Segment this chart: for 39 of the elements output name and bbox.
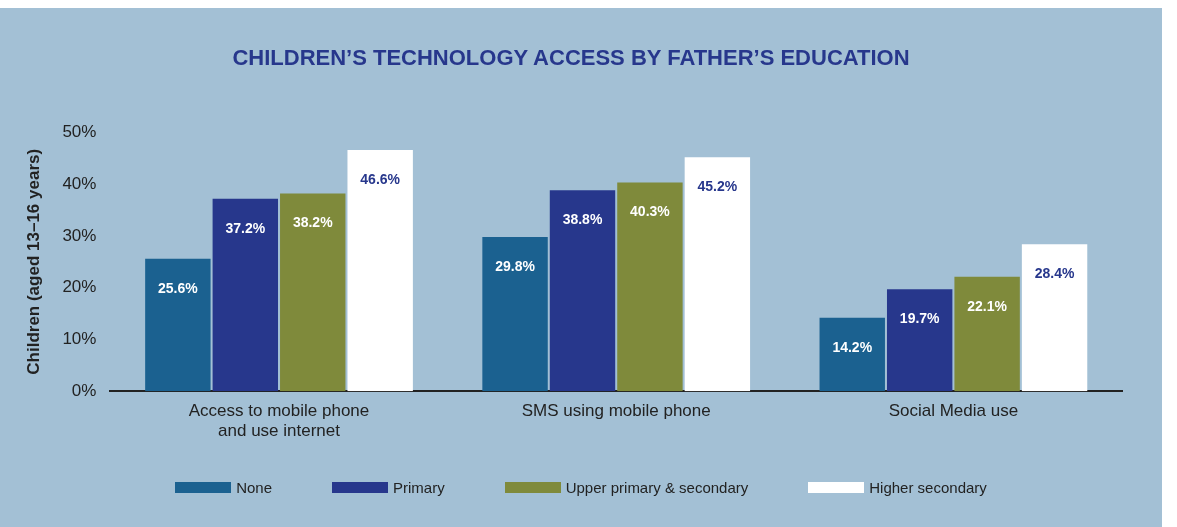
- x-tick-label: SMS using mobile phone: [521, 401, 711, 421]
- bar: [617, 182, 683, 392]
- y-tick-label: 30%: [62, 225, 97, 245]
- legend-label: None: [236, 479, 273, 496]
- data-label: 25.6%: [158, 279, 199, 296]
- x-tick-label: Social Media use: [888, 401, 1019, 421]
- data-label: 22.1%: [967, 297, 1008, 314]
- bar: [347, 150, 413, 392]
- data-label: 38.2%: [292, 214, 334, 231]
- bar: [212, 198, 279, 392]
- y-tick-label: 10%: [62, 329, 97, 349]
- legend-label: Upper primary & secondary: [565, 479, 749, 496]
- bar: [886, 289, 953, 392]
- data-label: 19.7%: [899, 310, 941, 327]
- y-axis-title: Children (aged 13–16 years): [23, 148, 43, 375]
- y-tick-label: 20%: [62, 277, 97, 297]
- bar: [1021, 244, 1088, 392]
- y-tick-label: 40%: [62, 173, 97, 193]
- y-tick-label: 50%: [62, 122, 97, 142]
- data-label: 37.2%: [225, 219, 266, 236]
- x-tick-label: Access to mobile phone and use internet: [188, 401, 370, 441]
- data-label: 29.8%: [495, 257, 536, 274]
- bar: [549, 190, 616, 392]
- chart-title: CHILDREN’S TECHNOLOGY ACCESS BY FATHER’S EDUCATION: [232, 45, 910, 71]
- data-label: 28.4%: [1034, 265, 1075, 282]
- data-label: 45.2%: [697, 178, 738, 195]
- bar: [482, 236, 548, 392]
- legend-label: Primary: [393, 479, 445, 496]
- data-label: 14.2%: [832, 338, 873, 355]
- bar: [145, 258, 211, 392]
- y-tick-label: 0%: [71, 380, 97, 400]
- data-label: 46.6%: [360, 170, 401, 187]
- legend-label: Higher secondary: [869, 479, 987, 496]
- bar: [954, 276, 1020, 392]
- data-label: 40.3%: [630, 203, 671, 220]
- data-label: 38.8%: [562, 211, 603, 228]
- bar: [819, 317, 885, 392]
- bar: [684, 157, 751, 392]
- bar: [280, 193, 346, 392]
